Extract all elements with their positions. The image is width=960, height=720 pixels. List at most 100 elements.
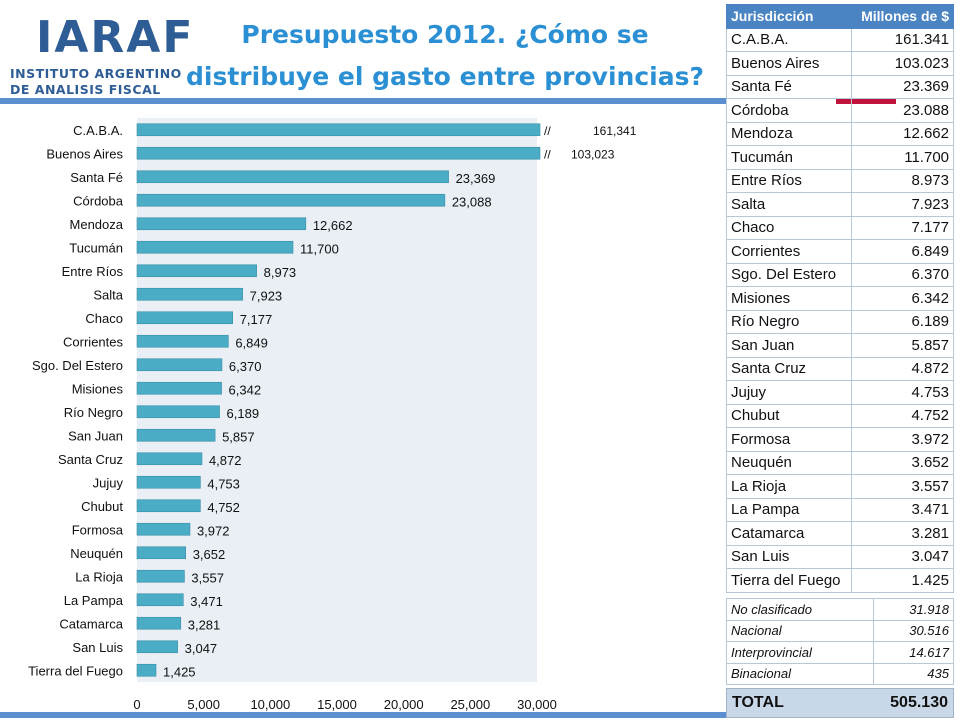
table-row: Sgo. Del Estero 6.370 [726,262,955,287]
data-label: 23,369 [456,171,496,186]
total-label: TOTAL [732,694,784,711]
logo-subtitle-line2: DE ANALISIS FISCAL [10,82,161,97]
total-row: TOTAL 505.130 [726,688,954,718]
table-row: Chaco 7.177 [726,215,955,240]
category-label: San Juan [68,428,123,443]
table-row: Buenos Aires 103.023 [726,51,955,76]
data-label: 3,047 [185,641,218,656]
header-jurisdiccion: Jurisdicción [726,4,852,29]
table-row: C.A.B.A. 161.341 [726,27,955,52]
cell-millones: 6.342 [850,286,955,311]
category-label: Santa Fé [70,170,123,185]
category-label: Entre Ríos [62,264,124,279]
table-row: Entre Ríos 8.973 [726,168,955,193]
data-label: 103,023 [571,147,615,161]
table-row: La Pampa 3.471 [726,497,955,522]
axis-break-mark: // [544,124,551,138]
total-value: 505.130 [890,694,948,711]
table-row: San Juan 5.857 [726,333,955,358]
cell-jurisdiccion: Catamarca [726,521,852,546]
data-label: 12,662 [313,218,353,233]
cell-millones: 103.023 [850,51,955,76]
cell-jurisdiccion: Tierra del Fuego [726,568,852,593]
cell-millones: 23.088 [850,98,955,123]
cell-millones: 6.189 [850,309,955,334]
data-label: 6,849 [235,335,268,350]
header-stripe-blue [0,98,726,104]
data-label: 4,752 [207,500,240,515]
cell-millones: 7.923 [850,192,955,217]
cell-millones: 4.752 [850,403,955,428]
x-tick-label: 15,000 [317,697,357,712]
table-header-row: Jurisdicción Millones de $ [726,4,955,29]
cell-jurisdiccion: Santa Fé [726,74,852,99]
cell-millones: 4.872 [850,356,955,381]
slide-title-line2: distribuye el gasto entre provincias? [186,62,704,91]
table-row: Nacional 30.516 [725,619,954,642]
cell-millones: 6.370 [850,262,955,287]
category-label: La Pampa [64,593,124,608]
footer-stripe-blue [0,712,726,718]
cell-millones: 12.662 [850,121,955,146]
category-label: Neuquén [70,546,123,561]
table-row: Salta 7.923 [726,192,955,217]
slide-title-line1: Presupuesto 2012. ¿Cómo se [241,20,649,49]
data-label: 3,557 [191,570,224,585]
bar [136,499,201,513]
data-label: 4,753 [207,476,240,491]
category-label: C.A.B.A. [73,123,123,138]
cell-jurisdiccion: C.A.B.A. [726,27,852,52]
table-row: Tucumán 11.700 [726,145,955,170]
bar [136,193,446,207]
cell-jurisdiccion: La Rioja [726,474,852,499]
table-row: La Rioja 3.557 [726,474,955,499]
cell-category: No clasificado [725,598,875,621]
data-label: 161,341 [593,124,637,138]
bar [136,546,186,560]
category-label: Misiones [72,381,124,396]
data-label: 6,189 [227,406,260,421]
data-label: 3,471 [190,594,223,609]
table-row: Santa Fé 23.369 [726,74,955,99]
cell-millones: 161.341 [850,27,955,52]
cell-millones: 4.753 [850,380,955,405]
cell-millones: 8.973 [850,168,955,193]
bar-chart: C.A.B.A. // 161,341 Buenos Aires // 103,023 Sa… [28,118,637,712]
table-row: Formosa 3.972 [726,427,955,452]
cell-millones: 6.849 [850,239,955,264]
table-row: Misiones 6.342 [726,286,955,311]
cell-jurisdiccion: Jujuy [726,380,852,405]
bar [136,240,294,254]
bar [136,640,178,654]
bar [136,123,541,137]
table-row: Corrientes 6.849 [726,239,955,264]
table-row: Catamarca 3.281 [726,521,955,546]
category-label: Formosa [72,522,124,537]
category-label: Jujuy [93,475,124,490]
bar [136,170,449,184]
table-row: Jujuy 4.753 [726,380,955,405]
cell-jurisdiccion: Chaco [726,215,852,240]
category-label: Tierra del Fuego [28,663,123,678]
cell-amount: 31.918 [873,598,954,621]
table-row: Tierra del Fuego 1.425 [726,568,955,593]
bar [136,452,203,466]
data-label: 8,973 [264,265,297,280]
data-label: 4,872 [209,453,242,468]
logo-wordmark: IARAF [36,12,195,63]
bar [136,405,220,419]
logo-subtitle-line1: INSTITUTO ARGENTINO [10,66,182,81]
x-tick-label: 5,000 [187,697,220,712]
bar [136,334,229,348]
data-label: 3,281 [188,617,221,632]
cell-jurisdiccion: Buenos Aires [726,51,852,76]
table-row: Interprovincial 14.617 [725,641,954,664]
bar [136,522,191,536]
bar [136,146,541,160]
axis-break-mark: // [544,147,551,161]
bar [136,381,222,395]
cell-amount: 435 [873,662,954,685]
category-label: Salta [93,287,123,302]
cell-jurisdiccion: Salta [726,192,852,217]
cell-jurisdiccion: San Luis [726,544,852,569]
